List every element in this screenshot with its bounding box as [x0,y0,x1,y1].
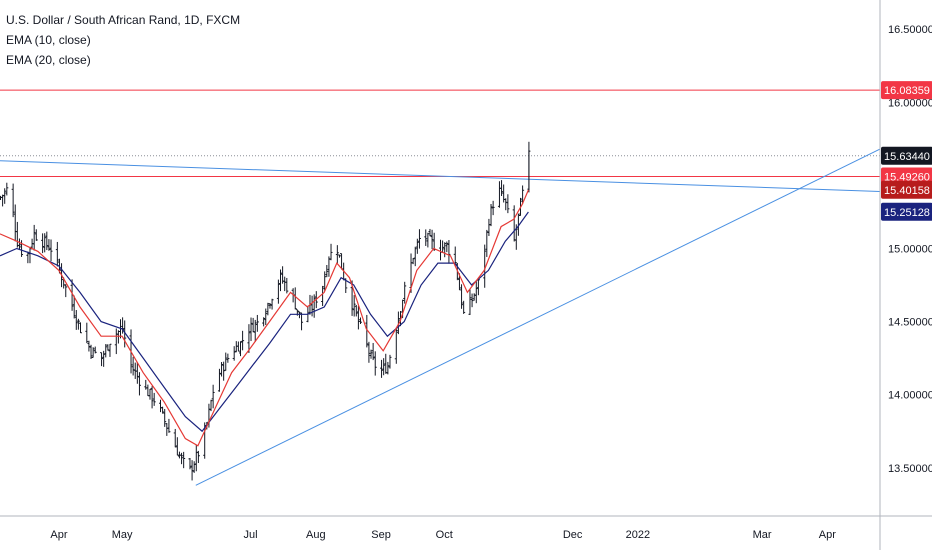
horizontal-lines-layer [0,89,880,177]
chart-legend: U.S. Dollar / South African Rand, 1D, FX… [6,10,240,70]
ascending-trendline [195,148,881,486]
y-tick-label: 15.00000 [888,243,932,255]
x-tick-label: Apr [50,529,67,541]
price-label-bg [881,81,932,100]
ema-layer [0,189,529,447]
ema20-line [0,211,529,433]
price-label-bg [881,146,932,165]
trendlines-layer[interactable] [0,148,881,486]
price-label-text: 15.25128 [884,207,930,219]
x-tick-label: Aug [306,529,326,541]
ema10-line [0,189,529,447]
x-tick-label: Mar [753,529,772,541]
price-label-bg [881,202,932,221]
price-label-bg [881,180,932,199]
candles-layer [0,141,531,481]
y-tick-label: 16.00000 [888,97,932,109]
ema10-legend[interactable]: EMA (10, close) [6,33,91,47]
x-tick-label: Oct [436,529,453,541]
price-label-text: 15.49260 [884,171,930,183]
x-tick-label: Dec [563,529,583,541]
y-tick-label: 13.50000 [888,463,932,475]
x-tick-label: May [112,529,133,541]
price-label-text: 15.63440 [884,151,930,163]
x-tick-label: Apr [819,529,836,541]
y-tick-label: 14.50000 [888,317,932,329]
symbol-title[interactable]: U.S. Dollar / South African Rand, 1D, FX… [6,13,241,27]
x-tick-label: Jul [243,529,257,541]
x-tick-label: Sep [371,529,391,541]
y-tick-label: 16.50000 [888,24,932,36]
descending-trendline [0,160,881,192]
price-label-text: 16.08359 [884,85,930,97]
y-tick-label: 14.00000 [888,390,932,402]
x-tick-label: 2022 [626,529,650,541]
price-labels-layer: 16.08359 15.63440 15.49260 15.40158 15.25128 [881,81,932,221]
ema20-legend[interactable]: EMA (20, close) [6,53,91,67]
price-label-text: 15.40158 [884,185,930,197]
